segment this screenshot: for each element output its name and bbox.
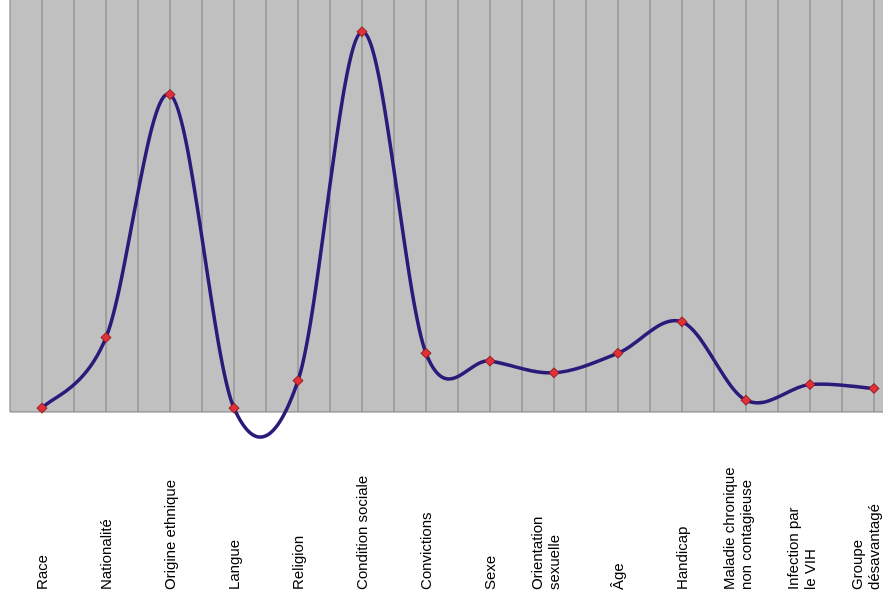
x-tick-label-line: Handicap bbox=[674, 527, 691, 590]
x-tick-label: Sexe bbox=[482, 556, 499, 590]
x-tick-label-line: Nationalité bbox=[98, 519, 115, 590]
x-tick-label-line: Race bbox=[34, 555, 51, 590]
data-point-marker bbox=[164, 88, 176, 101]
data-point-marker bbox=[356, 26, 368, 38]
x-tick-label: Religion bbox=[290, 536, 307, 590]
x-tick-label-line: Âge bbox=[610, 563, 627, 590]
data-point-marker bbox=[740, 394, 752, 406]
data-point-marker bbox=[548, 367, 560, 379]
data-point-marker bbox=[100, 331, 112, 344]
x-tick-label-line: non contagieuse bbox=[738, 480, 755, 590]
data-point-marker bbox=[420, 347, 432, 359]
x-tick-label-line: Maladie chronique bbox=[721, 467, 738, 590]
data-point-marker bbox=[612, 347, 624, 359]
x-tick-label: Race bbox=[34, 555, 51, 590]
x-tick-label: Orientation sexuelle bbox=[529, 517, 563, 590]
x-tick-label-line: Religion bbox=[290, 536, 307, 590]
data-point-marker bbox=[868, 382, 880, 395]
x-tick-label: Groupe désavantagé bbox=[849, 504, 883, 590]
x-tick-label-line: Sexe bbox=[482, 556, 499, 590]
x-tick-label: Langue bbox=[226, 540, 243, 590]
data-point-group bbox=[36, 26, 880, 414]
data-point-marker bbox=[228, 402, 240, 414]
x-tick-label: Condition sociale bbox=[354, 476, 371, 590]
x-tick-label: Convictions bbox=[418, 512, 435, 590]
plot-area bbox=[10, 0, 883, 412]
x-tick-label-line: sexuelle bbox=[546, 535, 563, 590]
x-tick-label: Handicap bbox=[674, 527, 691, 590]
x-tick-label: Maladie chronique non contagieuse bbox=[721, 467, 755, 590]
x-tick-label-line: Groupe bbox=[849, 540, 866, 590]
x-tick-label-line: Infection par bbox=[785, 507, 802, 590]
x-tick-label-line: désavantagé bbox=[866, 504, 883, 590]
x-tick-label-line: Convictions bbox=[418, 512, 435, 590]
x-tick-label: Âge bbox=[610, 563, 627, 590]
x-tick-label-line: Orientation bbox=[529, 517, 546, 590]
x-tick-label-line: Langue bbox=[226, 540, 243, 590]
gridlines bbox=[9, 0, 875, 412]
data-point-marker bbox=[676, 316, 688, 328]
x-tick-label: Nationalité bbox=[98, 519, 115, 590]
data-point-marker bbox=[36, 402, 48, 414]
x-tick-label-line: Condition sociale bbox=[354, 476, 371, 590]
x-tick-label: Origine ethnique bbox=[162, 480, 179, 590]
data-point-marker bbox=[292, 375, 304, 387]
x-tick-label-line: le VIH bbox=[802, 549, 819, 590]
data-point-marker bbox=[484, 355, 496, 367]
x-tick-label: Infection par le VIH bbox=[785, 507, 819, 590]
x-tick-labels: Race Nationalité Origine ethnique Langue Rel… bbox=[34, 467, 883, 590]
x-tick-label-line: Origine ethnique bbox=[162, 480, 179, 590]
data-point-marker bbox=[804, 378, 816, 391]
